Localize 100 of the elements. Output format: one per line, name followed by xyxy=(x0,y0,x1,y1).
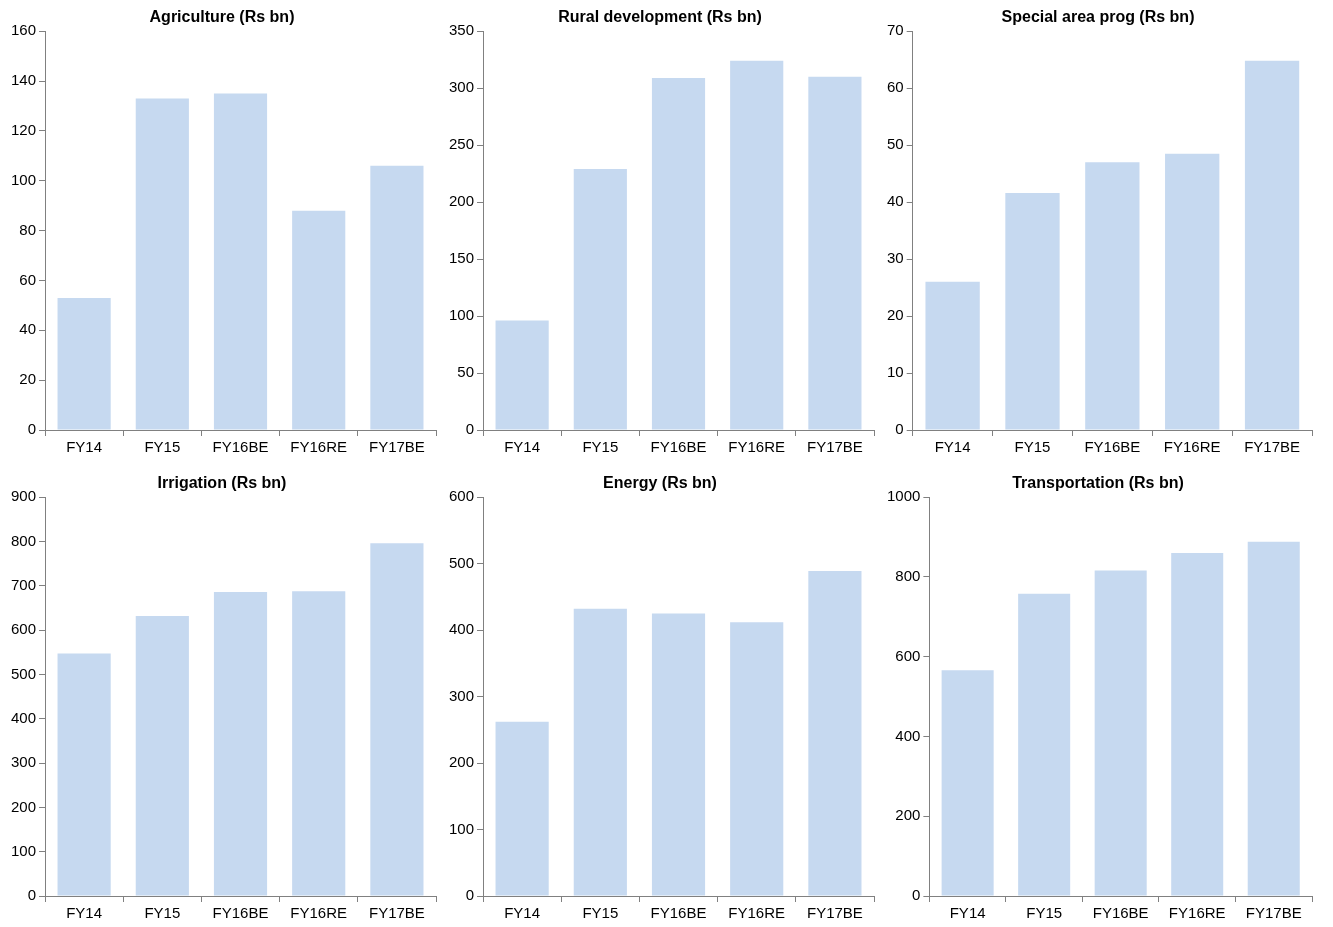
bar xyxy=(808,570,862,896)
bar xyxy=(370,543,424,896)
y-tick-label: 100 xyxy=(11,170,37,188)
x-tick-label: FY17BE xyxy=(806,904,863,922)
x-tick-label: FY17BE xyxy=(1245,904,1302,922)
y-tick-label: 50 xyxy=(457,363,475,381)
y-tick-label: 120 xyxy=(11,121,37,139)
y-tick-label: 700 xyxy=(11,575,37,593)
bar xyxy=(730,622,784,896)
x-tick-label: FY17BE xyxy=(368,438,425,456)
y-tick-label: 400 xyxy=(11,708,37,726)
y-tick-label: 0 xyxy=(27,420,37,438)
x-tick-label: FY15 xyxy=(582,904,619,922)
y-tick-label: 500 xyxy=(11,664,37,682)
y-tick-label: 300 xyxy=(449,686,475,704)
y-tick-label: 0 xyxy=(465,420,475,438)
x-tick-label: FY16BE xyxy=(212,904,269,922)
y-tick-label: 40 xyxy=(19,320,37,338)
x-tick-label: FY16RE xyxy=(290,904,348,922)
y-tick-label: 0 xyxy=(27,886,37,904)
y-tick-label: 40 xyxy=(887,192,904,210)
y-tick-label: 140 xyxy=(11,71,37,89)
bar xyxy=(808,76,862,430)
y-tick-label: 500 xyxy=(449,553,475,571)
bar xyxy=(292,210,346,430)
x-tick-label: FY14 xyxy=(504,904,541,922)
bar xyxy=(135,615,189,896)
chart-title: Special area prog (Rs bn) xyxy=(1001,8,1195,26)
y-tick-label: 150 xyxy=(449,249,475,267)
bar xyxy=(1165,153,1220,430)
bar xyxy=(495,721,549,896)
y-tick-label: 50 xyxy=(887,135,904,153)
bar xyxy=(651,613,706,896)
x-tick-label: FY16RE xyxy=(728,904,786,922)
bar xyxy=(57,653,111,896)
chart-title: Agriculture (Rs bn) xyxy=(149,8,295,26)
x-tick-label: FY16BE xyxy=(1084,438,1141,456)
y-tick-label: 70 xyxy=(887,21,904,39)
chart-title: Transportation (Rs bn) xyxy=(1012,474,1184,492)
y-tick-label: 600 xyxy=(449,487,475,505)
x-tick-label: FY16RE xyxy=(290,438,348,456)
y-tick-label: 60 xyxy=(887,78,904,96)
x-tick-label: FY15 xyxy=(144,904,181,922)
x-tick-label: FY15 xyxy=(1014,438,1051,456)
bar xyxy=(1171,553,1224,896)
chart-title: Rural development (Rs bn) xyxy=(558,8,762,26)
x-tick-label: FY14 xyxy=(949,904,986,922)
bar xyxy=(1085,162,1140,430)
chart-title: Energy (Rs bn) xyxy=(603,474,717,492)
bar xyxy=(730,60,784,430)
y-tick-label: 600 xyxy=(895,646,921,664)
x-tick-label: FY16BE xyxy=(650,438,707,456)
y-tick-label: 400 xyxy=(895,726,921,744)
bar xyxy=(292,591,346,896)
y-tick-label: 400 xyxy=(449,620,475,638)
y-tick-label: 0 xyxy=(895,420,904,438)
x-tick-label: FY15 xyxy=(1026,904,1063,922)
x-tick-label: FY15 xyxy=(582,438,619,456)
y-tick-label: 0 xyxy=(465,886,475,904)
x-tick-label: FY14 xyxy=(66,904,103,922)
bar xyxy=(573,169,627,430)
x-tick-label: FY14 xyxy=(504,438,541,456)
x-tick-label: FY14 xyxy=(66,438,103,456)
y-tick-label: 300 xyxy=(449,78,475,96)
y-tick-label: 350 xyxy=(449,21,475,39)
bar xyxy=(57,297,111,430)
bar xyxy=(1247,541,1300,896)
bar xyxy=(1018,593,1071,896)
x-tick-label: FY17BE xyxy=(806,438,863,456)
bar xyxy=(941,670,994,896)
x-tick-label: FY17BE xyxy=(1244,438,1301,456)
bar xyxy=(925,281,980,430)
y-tick-label: 200 xyxy=(449,192,475,210)
bar xyxy=(1094,570,1147,896)
bar xyxy=(573,608,627,896)
x-tick-label: FY16BE xyxy=(650,904,707,922)
y-tick-label: 800 xyxy=(11,531,37,549)
bar xyxy=(495,320,549,430)
bar xyxy=(1005,193,1060,430)
bar xyxy=(135,98,189,430)
y-tick-label: 250 xyxy=(449,135,475,153)
y-tick-label: 100 xyxy=(11,841,37,859)
y-tick-label: 1000 xyxy=(886,487,921,505)
x-tick-label: FY14 xyxy=(934,438,971,456)
y-tick-label: 160 xyxy=(11,21,37,39)
bar xyxy=(1244,60,1300,430)
x-tick-label: FY16RE xyxy=(1168,904,1226,922)
bar xyxy=(651,77,706,430)
x-tick-label: FY16BE xyxy=(212,438,269,456)
chart-title: Irrigation (Rs bn) xyxy=(157,474,287,492)
y-tick-label: 900 xyxy=(11,487,37,505)
y-tick-label: 200 xyxy=(11,797,37,815)
y-tick-label: 0 xyxy=(912,886,921,904)
y-tick-label: 100 xyxy=(449,306,475,324)
y-tick-label: 800 xyxy=(895,567,921,585)
y-tick-label: 10 xyxy=(887,363,904,381)
y-tick-label: 60 xyxy=(19,270,37,288)
y-tick-label: 200 xyxy=(895,806,921,824)
y-tick-label: 300 xyxy=(11,753,37,771)
bar xyxy=(213,93,268,430)
